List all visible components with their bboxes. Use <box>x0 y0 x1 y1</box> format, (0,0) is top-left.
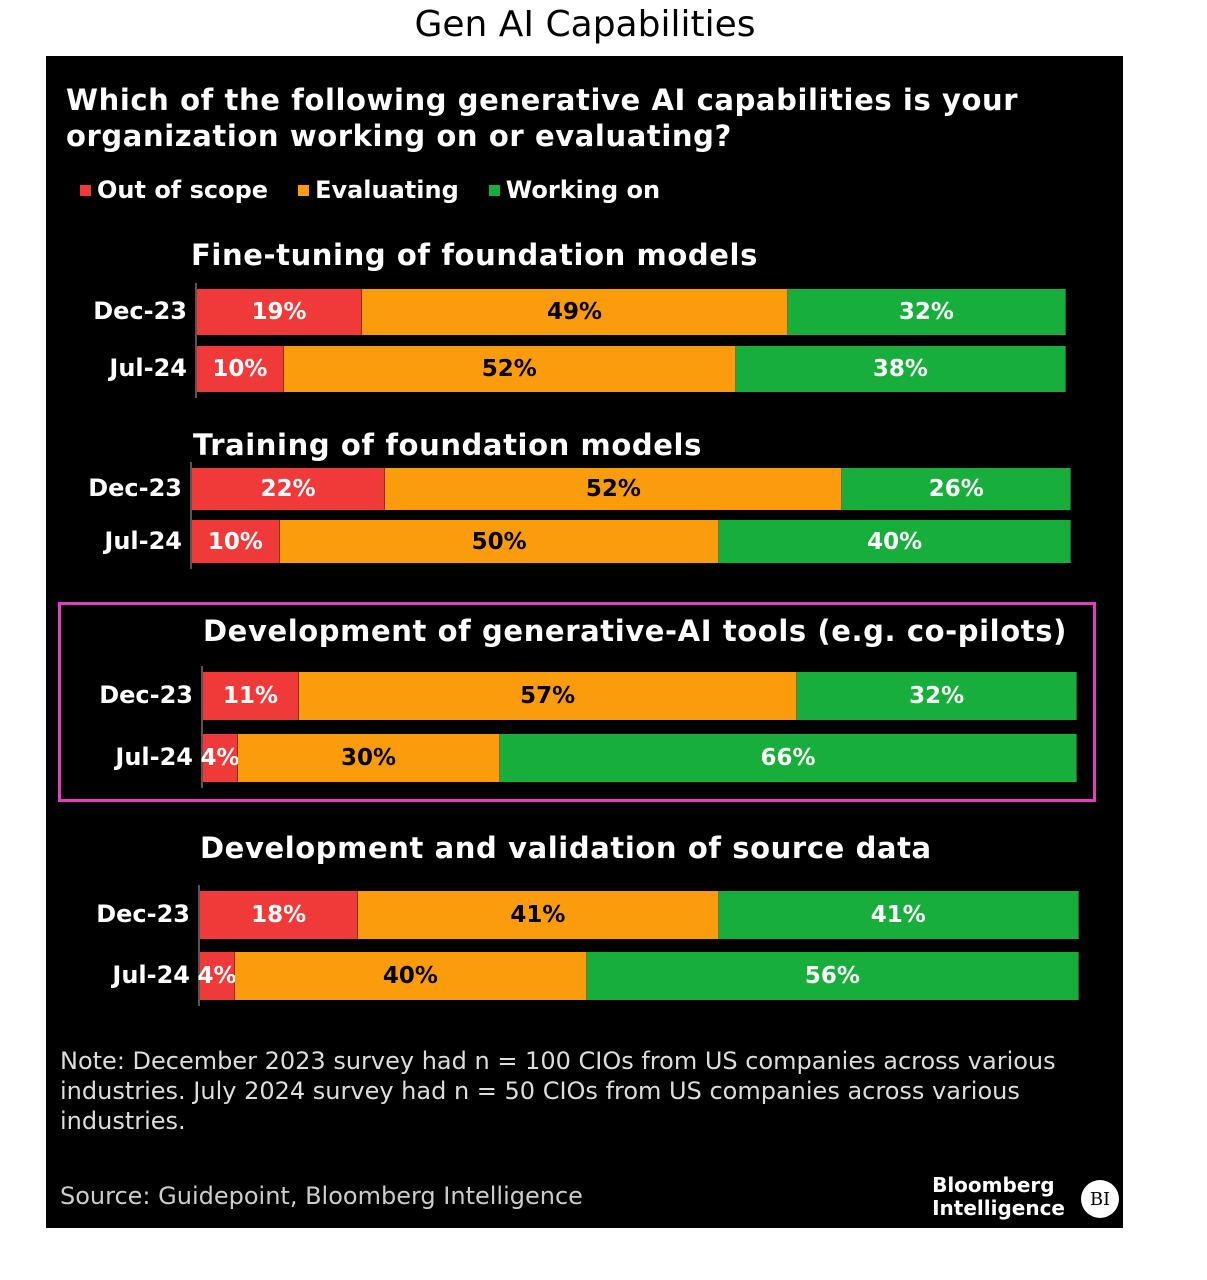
data-label: 11% <box>223 683 279 709</box>
bar-segment-evaluating: 57% <box>299 672 798 720</box>
data-label: 41% <box>870 902 926 928</box>
bar-segment-out-of-scope: 4% <box>197 952 237 1000</box>
row-label: Dec-23 <box>93 297 187 325</box>
data-label: 66% <box>760 745 816 771</box>
chart-question: Which of the following generative AI cap… <box>66 83 1019 153</box>
row-label: Jul-24 <box>115 743 193 771</box>
brand-line-2: Intelligence <box>932 1196 1065 1220</box>
row-label: Dec-23 <box>88 474 182 502</box>
chart-note: Note: December 2023 survey had n = 100 C… <box>60 1047 1056 1135</box>
stacked-bar: 11% 57% 32% <box>203 672 1077 720</box>
bar-segment-evaluating: 41% <box>358 891 719 939</box>
data-label: 38% <box>872 356 928 382</box>
data-label: 32% <box>898 299 954 325</box>
stacked-bar: 4% 40% 56% <box>197 952 1079 1000</box>
bar-segment-working-on: 26% <box>842 468 1071 510</box>
chart-panel: Which of the following generative AI cap… <box>46 56 1123 1228</box>
stacked-bar: 18% 41% 41% <box>200 891 1079 939</box>
data-label: 10% <box>212 356 268 382</box>
bar-segment-evaluating: 52% <box>385 468 843 510</box>
bar-segment-evaluating: 50% <box>279 520 720 563</box>
data-label: 57% <box>520 683 576 709</box>
stacked-bar: 10% 50% 40% <box>192 520 1071 563</box>
legend-swatch-out-of-scope <box>80 184 91 196</box>
data-label: 52% <box>481 356 537 382</box>
stacked-bar: 10% 52% 38% <box>197 346 1066 392</box>
legend-swatch-evaluating <box>298 184 310 196</box>
data-label: 4% <box>197 963 237 989</box>
bar-segment-evaluating: 40% <box>235 952 587 1000</box>
bar-segment-out-of-scope: 11% <box>203 672 300 720</box>
bloomberg-logo-icon: BI <box>1081 1180 1119 1218</box>
brand-line-1: Bloomberg <box>932 1173 1055 1197</box>
bar-segment-working-on: 38% <box>735 346 1066 392</box>
group-title: Development of generative-AI tools (e.g.… <box>203 614 1067 648</box>
stacked-bar: 19% 49% 32% <box>197 289 1066 335</box>
data-label: 40% <box>867 528 923 555</box>
data-label: 50% <box>471 528 527 555</box>
legend-label-evaluating: Evaluating <box>315 176 459 204</box>
data-label: 32% <box>909 683 965 709</box>
legend-item-evaluating: Evaluating <box>298 176 459 204</box>
bar-segment-working-on: 56% <box>586 952 1079 1000</box>
row-label: Dec-23 <box>96 900 190 928</box>
bar-segment-out-of-scope: 10% <box>192 520 280 563</box>
row-label: Jul-24 <box>104 526 182 555</box>
data-label: 30% <box>341 745 397 771</box>
bar-axis-line <box>195 283 197 398</box>
row-label: Jul-24 <box>112 961 190 989</box>
bar-segment-working-on: 32% <box>797 672 1077 720</box>
stacked-bar: 4% 30% 66% <box>200 734 1077 782</box>
data-label: 56% <box>804 963 860 989</box>
data-label: 18% <box>251 902 307 928</box>
data-label: 40% <box>382 963 438 989</box>
bar-axis-line <box>190 462 192 569</box>
group-title: Development and validation of source dat… <box>200 831 932 865</box>
bar-segment-evaluating: 52% <box>283 346 736 392</box>
bar-axis-line <box>198 885 200 1006</box>
row-label: Jul-24 <box>109 354 187 382</box>
legend-item-out-of-scope: Out of scope <box>80 176 268 204</box>
data-label: 26% <box>928 476 984 502</box>
bar-segment-working-on: 66% <box>500 734 1077 782</box>
legend-label-working-on: Working on <box>505 176 661 204</box>
bar-segment-out-of-scope: 4% <box>200 734 240 782</box>
data-label: 10% <box>207 528 263 555</box>
data-label: 22% <box>260 476 316 502</box>
bar-segment-out-of-scope: 18% <box>200 891 359 939</box>
data-label: 4% <box>200 745 240 771</box>
bar-segment-working-on: 41% <box>718 891 1079 939</box>
bar-axis-line <box>201 666 203 788</box>
legend-item-working-on: Working on <box>488 176 661 204</box>
group-title: Training of foundation models <box>193 428 702 462</box>
bar-segment-out-of-scope: 19% <box>197 289 363 335</box>
legend-label-out-of-scope: Out of scope <box>97 176 269 204</box>
bar-segment-out-of-scope: 10% <box>197 346 284 392</box>
bar-segment-evaluating: 49% <box>362 289 788 335</box>
bar-segment-evaluating: 30% <box>237 734 501 782</box>
data-label: 41% <box>510 902 566 928</box>
legend: Out of scope Evaluating Working on <box>80 176 660 204</box>
data-label: 19% <box>251 299 307 325</box>
bar-segment-working-on: 32% <box>787 289 1066 335</box>
highlight-box <box>58 602 1096 802</box>
chart-source: Source: Guidepoint, Bloomberg Intelligen… <box>60 1182 583 1210</box>
brand-wordmark: Bloomberg Intelligence <box>932 1174 1065 1220</box>
stacked-bar: 22% 52% 26% <box>192 468 1071 510</box>
data-label: 52% <box>585 476 641 502</box>
data-label: 49% <box>546 299 603 325</box>
legend-swatch-working-on <box>488 184 500 196</box>
group-title: Fine-tuning of foundation models <box>191 238 758 272</box>
bar-segment-out-of-scope: 22% <box>192 468 386 510</box>
bar-segment-working-on: 40% <box>719 520 1071 563</box>
row-label: Dec-23 <box>99 681 193 709</box>
page-title: Gen AI Capabilities <box>414 4 756 45</box>
